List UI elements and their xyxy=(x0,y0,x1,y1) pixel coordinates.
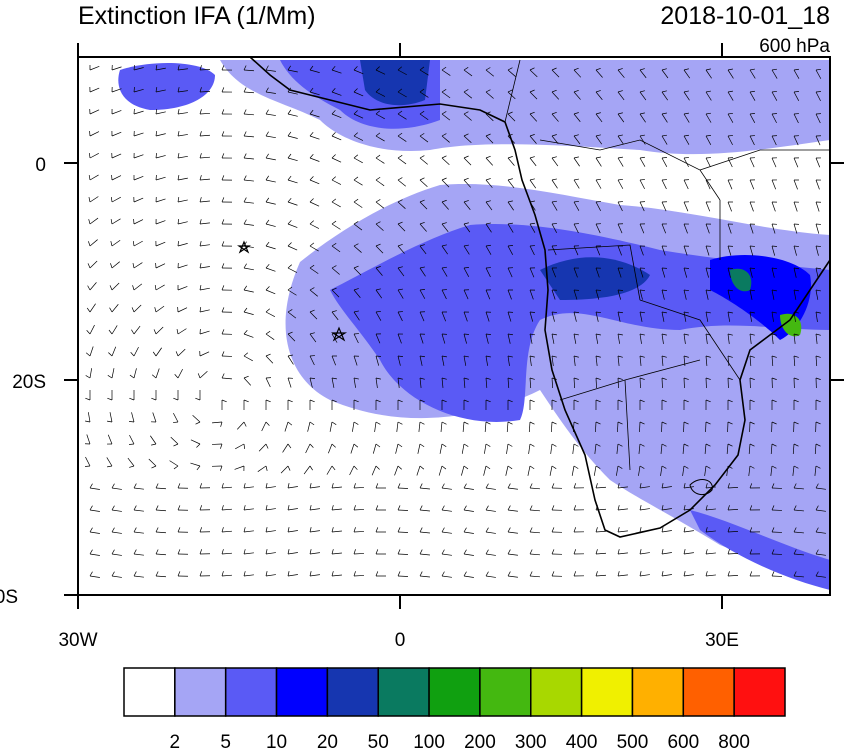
colorbar-label: 2 xyxy=(170,732,181,750)
colorbar-label: 5 xyxy=(220,732,231,750)
colorbar-swatch xyxy=(175,668,226,716)
colorbar-swatch xyxy=(378,668,429,716)
colorbar-label: 20 xyxy=(317,732,338,750)
colorbar-label: 800 xyxy=(718,732,750,750)
colorbar-swatch xyxy=(734,668,785,716)
colorbar-swatch xyxy=(683,668,734,716)
y-label: 0 xyxy=(35,155,46,176)
colorbar-swatch xyxy=(582,668,633,716)
colorbar-swatch xyxy=(429,668,480,716)
y-label: 20S xyxy=(12,372,46,393)
colorbar-label: 600 xyxy=(667,732,699,750)
colorbar: 2 5 10 20 50 100 200 300 400 500 600 800 xyxy=(124,668,785,750)
colorbar-label: 200 xyxy=(464,732,496,750)
title: Extinction IFA (1/Mm) xyxy=(78,2,316,30)
colorbar-label: 500 xyxy=(617,732,649,750)
x-label: 30W xyxy=(58,630,97,651)
colorbar-label: 10 xyxy=(266,732,287,750)
colorbar-swatch xyxy=(277,668,328,716)
colorbar-swatch xyxy=(327,668,378,716)
colorbar-swatch xyxy=(531,668,582,716)
colorbar-swatch xyxy=(632,668,683,716)
y-label: 40S xyxy=(0,587,18,608)
colorbar-label: 100 xyxy=(413,732,445,750)
x-label: 30E xyxy=(705,630,739,651)
pressure-level: 600 hPa xyxy=(759,36,830,57)
colorbar-label: 50 xyxy=(368,732,389,750)
date: 2018-10-01_18 xyxy=(660,2,830,30)
colorbar-label: 300 xyxy=(515,732,547,750)
colorbar-swatch xyxy=(124,668,175,716)
x-label: 0 xyxy=(395,630,406,651)
colorbar-swatch xyxy=(226,668,277,716)
colorbar-label: 400 xyxy=(566,732,598,750)
plot-area xyxy=(78,57,830,595)
colorbar-swatch xyxy=(480,668,531,716)
